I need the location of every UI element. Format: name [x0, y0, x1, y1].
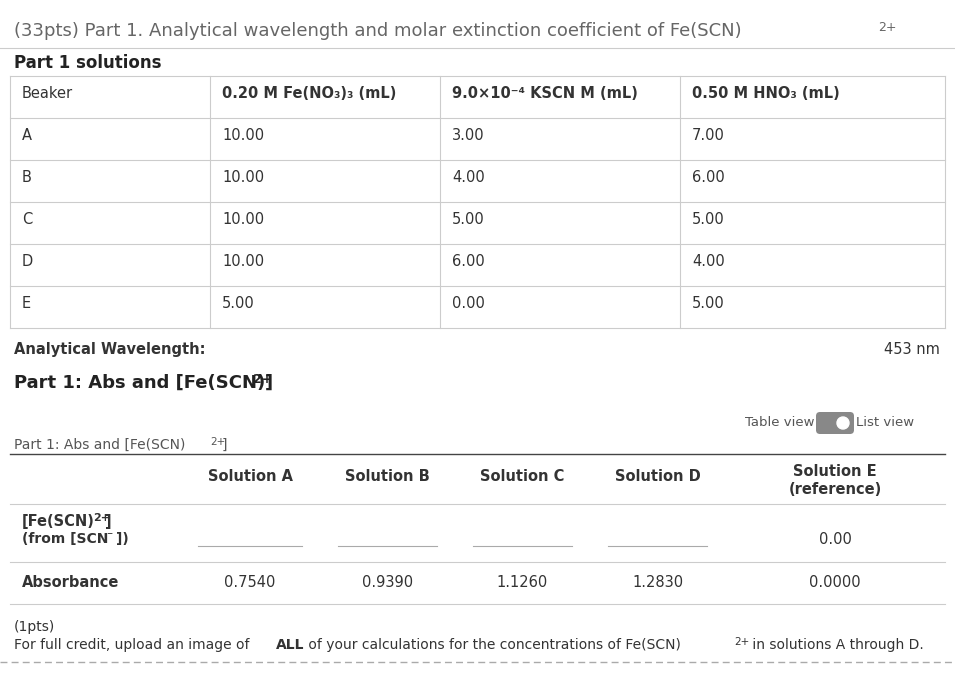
Text: (reference): (reference) [789, 482, 881, 497]
Text: 453 nm: 453 nm [884, 342, 940, 357]
Text: Absorbance: Absorbance [22, 575, 119, 590]
Text: ALL: ALL [276, 638, 305, 652]
Text: 5.00: 5.00 [222, 296, 255, 311]
Text: 7.00: 7.00 [692, 128, 725, 143]
Text: 0.50 M HNO₃ (mL): 0.50 M HNO₃ (mL) [692, 86, 839, 101]
Text: 0.00: 0.00 [818, 532, 852, 547]
Text: Table view: Table view [745, 416, 815, 429]
Text: 1.1260: 1.1260 [497, 575, 548, 590]
Text: For full credit, upload an image of: For full credit, upload an image of [14, 638, 254, 652]
Text: Solution C: Solution C [480, 469, 564, 484]
Text: 0.0000: 0.0000 [809, 575, 860, 590]
Text: (from [SCN: (from [SCN [22, 532, 108, 546]
Text: 2+: 2+ [734, 637, 750, 647]
Text: 5.00: 5.00 [452, 212, 485, 227]
Text: Solution D: Solution D [615, 469, 700, 484]
Text: in solutions A through D.: in solutions A through D. [748, 638, 923, 652]
Text: [Fe(SCN): [Fe(SCN) [22, 514, 95, 529]
Text: 9.0×10⁻⁴ KSCN M (mL): 9.0×10⁻⁴ KSCN M (mL) [452, 86, 638, 101]
Text: ]): ]) [116, 532, 129, 546]
Text: C: C [22, 212, 32, 227]
Text: of your calculations for the concentrations of Fe(SCN): of your calculations for the concentrati… [304, 638, 681, 652]
Text: 6.00: 6.00 [692, 170, 725, 185]
Text: ]: ] [105, 514, 112, 529]
Text: 10.00: 10.00 [222, 254, 265, 269]
Text: 4.00: 4.00 [692, 254, 725, 269]
Text: 0.20 M Fe(NO₃)₃ (mL): 0.20 M Fe(NO₃)₃ (mL) [222, 86, 396, 101]
Text: 10.00: 10.00 [222, 170, 265, 185]
Text: 2+: 2+ [878, 21, 897, 34]
Text: Part 1 solutions: Part 1 solutions [14, 54, 161, 72]
Text: ]: ] [265, 374, 273, 392]
Text: E: E [22, 296, 32, 311]
Text: 10.00: 10.00 [222, 128, 265, 143]
Text: (1pts): (1pts) [14, 620, 55, 634]
Text: 3.00: 3.00 [452, 128, 484, 143]
Text: 6.00: 6.00 [452, 254, 485, 269]
Circle shape [837, 417, 849, 429]
Text: D: D [22, 254, 33, 269]
Text: 10.00: 10.00 [222, 212, 265, 227]
Text: Beaker: Beaker [22, 86, 74, 101]
Text: 0.7540: 0.7540 [224, 575, 276, 590]
Text: Solution A: Solution A [207, 469, 292, 484]
Text: Part 1: Abs and [Fe(SCN): Part 1: Abs and [Fe(SCN) [14, 438, 185, 452]
Text: 0.9390: 0.9390 [362, 575, 414, 590]
Text: ]: ] [222, 438, 227, 452]
Text: 1.2830: 1.2830 [632, 575, 683, 590]
Text: 2+: 2+ [210, 437, 225, 447]
Text: A: A [22, 128, 32, 143]
Text: Analytical Wavelength:: Analytical Wavelength: [14, 342, 205, 357]
Text: 2+: 2+ [93, 513, 110, 523]
Text: Solution B: Solution B [345, 469, 430, 484]
Text: ⁻: ⁻ [106, 530, 113, 543]
Text: List view: List view [856, 416, 914, 429]
Text: 5.00: 5.00 [692, 296, 725, 311]
Text: Solution E: Solution E [794, 464, 877, 479]
Text: 0.00: 0.00 [452, 296, 485, 311]
Text: 5.00: 5.00 [692, 212, 725, 227]
Text: 4.00: 4.00 [452, 170, 485, 185]
Text: B: B [22, 170, 32, 185]
FancyBboxPatch shape [816, 412, 854, 434]
Text: 2+: 2+ [253, 373, 272, 386]
Text: (33pts) Part 1. Analytical wavelength and molar extinction coefficient of Fe(SCN: (33pts) Part 1. Analytical wavelength an… [14, 22, 742, 40]
Text: Part 1: Abs and [Fe(SCN): Part 1: Abs and [Fe(SCN) [14, 374, 265, 392]
